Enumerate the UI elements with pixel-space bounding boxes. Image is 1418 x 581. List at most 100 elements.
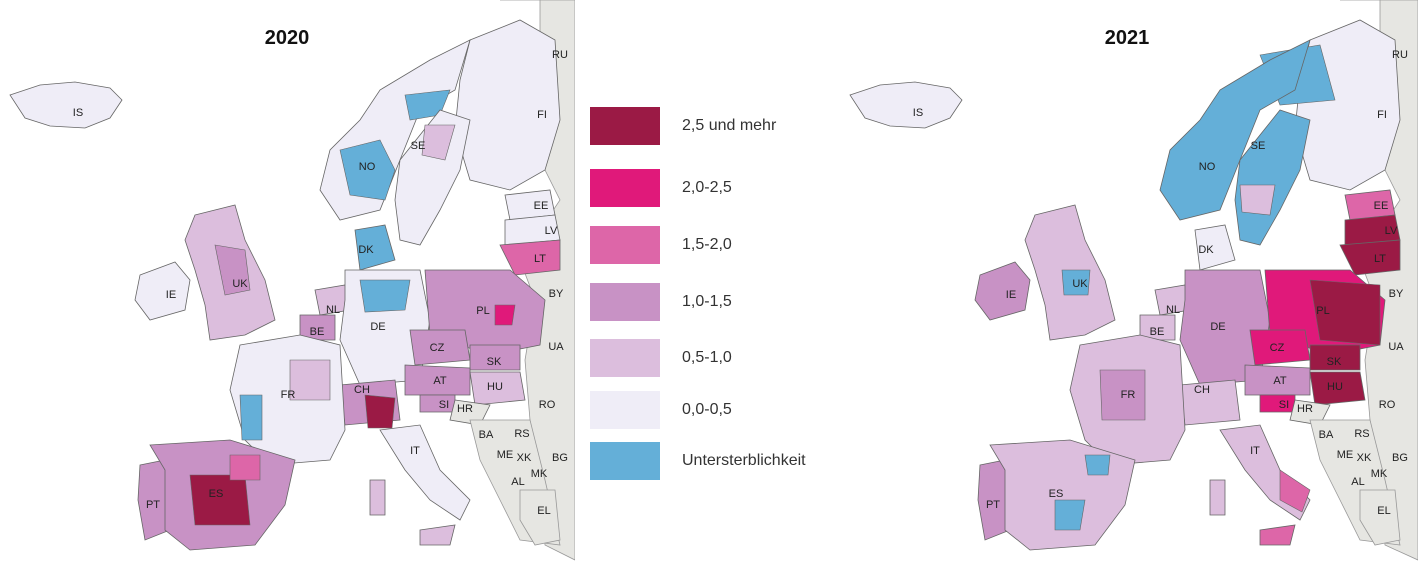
country-label: RU — [552, 49, 568, 61]
country-label: LT — [534, 253, 546, 265]
region-IT-sardinia — [369, 479, 386, 516]
region-SK — [1309, 344, 1361, 371]
country-label: HR — [1297, 403, 1313, 415]
map-2020: 2020 IS NO SE FI RU EE LV LT BY UA IE UK… — [0, 0, 575, 581]
country-label: NO — [1199, 161, 1216, 173]
country-label: FR — [1121, 389, 1136, 401]
region-IS — [849, 81, 963, 129]
country-label: FR — [281, 389, 296, 401]
country-labels: IS NO SE FI RU EE LV LT BY UA IE UK NL B… — [73, 49, 568, 517]
region-ES-pink — [229, 454, 261, 481]
country-label: UA — [1388, 341, 1404, 353]
country-label: XK — [1357, 452, 1372, 464]
country-label: BA — [479, 429, 494, 441]
country-label: UK — [1072, 278, 1088, 290]
legend-swatch — [590, 107, 660, 145]
country-label: IT — [410, 445, 420, 457]
region-HU — [1309, 371, 1366, 406]
legend-item: 1,5-2,0 — [590, 225, 732, 265]
region-IE — [134, 261, 191, 321]
region-IE — [974, 261, 1031, 321]
country-label: IT — [1250, 445, 1260, 457]
region-HU — [469, 371, 526, 406]
legend-label: 0,0-0,5 — [682, 401, 732, 418]
region-IT-sicily — [419, 524, 456, 546]
region-BE — [1139, 314, 1176, 341]
country-label: LV — [1385, 225, 1398, 237]
region-CH — [1179, 379, 1241, 426]
country-label: SE — [1251, 140, 1266, 152]
legend-item: Untersterblichkeit — [590, 441, 806, 481]
region-IT-pink — [1279, 469, 1311, 513]
region-SE — [394, 109, 471, 246]
legend-swatch — [590, 391, 660, 429]
country-label: IS — [73, 107, 83, 119]
country-label: SK — [1327, 356, 1342, 368]
country-label: MK — [531, 468, 548, 480]
region-NO-blue — [339, 139, 396, 201]
region-FR-purple — [1099, 369, 1146, 421]
legend-label: 0,5-1,0 — [682, 349, 732, 366]
region-FR-blue — [239, 394, 263, 441]
country-label: BA — [1319, 429, 1334, 441]
country-label: SK — [487, 356, 502, 368]
country-label: EL — [1377, 505, 1390, 517]
region-EL — [1359, 489, 1401, 546]
region-SE-light — [1239, 184, 1276, 216]
country-label: CH — [1194, 384, 1210, 396]
region-SI — [419, 394, 456, 413]
country-label: LV — [545, 225, 558, 237]
legend-item: 0,0-0,5 — [590, 390, 732, 430]
country-label: LT — [1374, 253, 1386, 265]
legend-label: Untersterblichkeit — [682, 452, 806, 469]
legend-label: 2,0-2,5 — [682, 179, 732, 196]
country-labels: IS NO SE FI RU EE LV LT BY UA IE UK NL B… — [913, 49, 1408, 517]
country-label: XK — [517, 452, 532, 464]
region-LT — [1339, 239, 1401, 276]
region-AT — [404, 364, 471, 396]
region-FI — [454, 19, 561, 191]
region-FI — [1294, 19, 1401, 191]
region-LT — [499, 239, 561, 276]
country-label: NL — [1166, 304, 1180, 316]
country-label: UK — [232, 278, 248, 290]
country-label: RS — [1354, 428, 1369, 440]
legend-label: 1,5-2,0 — [682, 236, 732, 253]
country-label: BE — [310, 326, 325, 338]
region-AT — [1244, 364, 1311, 396]
country-label: AT — [433, 375, 447, 387]
country-label: HR — [457, 403, 473, 415]
country-label: PL — [476, 305, 489, 317]
country-label: RU — [1392, 49, 1408, 61]
legend-item: 2,5 und mehr — [590, 106, 776, 146]
country-label: MK — [1371, 468, 1388, 480]
country-label: DE — [1210, 321, 1225, 333]
legend-item: 0,5-1,0 — [590, 338, 732, 378]
country-label: EL — [537, 505, 550, 517]
map-2021: 2021 IS NO SE FI RU EE LV LT BY UA IE UK… — [840, 0, 1418, 581]
region-SK — [469, 344, 521, 371]
country-label: NO — [359, 161, 376, 173]
region-PL-dark — [1309, 279, 1381, 346]
map-2020-svg: 2020 IS NO SE FI RU EE LV LT BY UA IE UK… — [9, 0, 575, 561]
region-EL — [519, 489, 561, 546]
country-label: IS — [913, 107, 923, 119]
country-label: ME — [497, 449, 514, 461]
country-label: IE — [1006, 289, 1016, 301]
legend-item: 1,0-1,5 — [590, 282, 732, 322]
region-DE-blue — [359, 279, 411, 313]
legend-swatch — [590, 283, 660, 321]
country-label: HU — [487, 381, 503, 393]
country-label: PT — [986, 499, 1000, 511]
country-label: BY — [1389, 288, 1404, 300]
country-label: SI — [1279, 399, 1289, 411]
country-label: FI — [537, 109, 547, 121]
region-DK — [354, 224, 396, 271]
country-label: BE — [1150, 326, 1165, 338]
region-SI — [1259, 394, 1296, 413]
country-label: CZ — [1270, 342, 1285, 354]
country-label: RO — [1379, 399, 1396, 411]
region-IT-sicily — [1259, 524, 1296, 546]
legend-swatch — [590, 169, 660, 207]
country-label: BG — [1392, 452, 1408, 464]
